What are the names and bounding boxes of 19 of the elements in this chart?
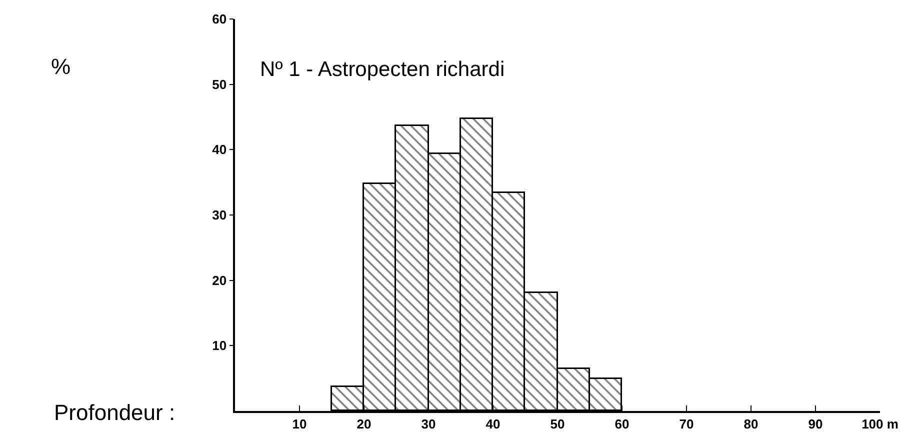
y-tick-label: 50 (212, 76, 227, 92)
text: Nº 1 - Astropecten richardi (260, 58, 505, 81)
x-axis-title: Profondeur : (54, 400, 176, 425)
x-tick-label: 80 (744, 416, 758, 432)
y-tick-label: 30 (212, 208, 227, 223)
x-tick-label: 40 (486, 416, 500, 432)
y-tick-label: 40 (212, 142, 227, 158)
y-tick-label: 60 (212, 12, 227, 27)
x-tick-label: 30 (421, 416, 436, 432)
x-tick-label: 90 (808, 416, 823, 432)
y-tick-label: 20 (212, 272, 227, 288)
x-tick-label: 100 m (862, 416, 898, 432)
x-tick-label: 50 (550, 416, 565, 432)
x-tick-label: 60 (614, 416, 630, 432)
x-tick-label: 70 (679, 416, 694, 432)
text: % (51, 54, 71, 79)
x-tick-label: 10 (292, 416, 307, 432)
y-tick-label: 10 (212, 338, 227, 354)
x-tick-label: 20 (356, 416, 372, 432)
